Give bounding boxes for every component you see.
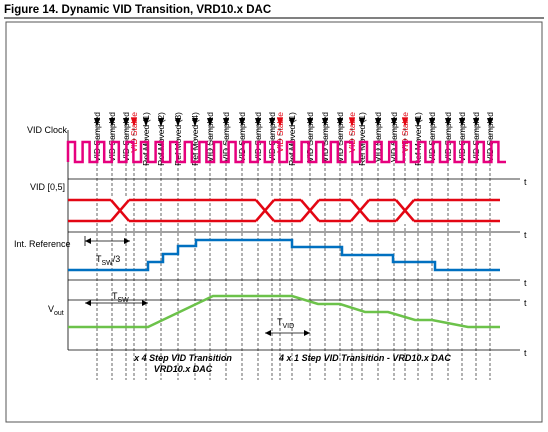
column-arrow	[359, 118, 365, 127]
column-arrow	[143, 118, 149, 127]
column-label: VID Sampled	[237, 112, 247, 162]
clock-label: VID Clock	[27, 125, 68, 135]
column-label: VID Sampled	[373, 112, 383, 162]
column-label: VID Sampled	[335, 112, 345, 162]
tsw-label: TSW	[112, 291, 129, 304]
vid-cross	[110, 199, 415, 222]
vid-lines	[68, 198, 500, 223]
column-arrow	[289, 118, 295, 127]
column-arrow	[391, 118, 397, 127]
column-arrow	[307, 118, 313, 127]
left-caption-1: x 4 Step VID Transition	[133, 353, 232, 363]
tvid-main: T	[277, 317, 283, 327]
column-label: VID Sampled	[320, 112, 330, 162]
time-label: t	[524, 278, 527, 288]
column-label: VID Sampled	[389, 112, 399, 162]
column-label: VID Sampled	[92, 112, 102, 162]
column-arrow	[429, 118, 435, 127]
column-label: VID Sampled	[253, 112, 263, 162]
figure-title: Figure 14. Dynamic VID Transition, VRD10…	[4, 4, 271, 16]
column-arrow	[487, 118, 493, 127]
column-arrow	[158, 118, 164, 127]
column-arrow	[402, 118, 408, 127]
column-arrow	[445, 118, 451, 127]
column-label: VID Stable	[275, 112, 285, 153]
column-arrow	[192, 118, 198, 127]
column-arrow	[349, 118, 355, 127]
vout-main: V	[48, 304, 54, 314]
column-arrow	[277, 118, 283, 127]
column-label: VID Stable	[400, 112, 410, 153]
column-label: VID Sampled	[427, 112, 437, 162]
tsw-sub: SW	[118, 297, 130, 304]
vout-label: Vout	[48, 304, 64, 317]
column-label: VID Sampled	[267, 112, 277, 162]
frame	[5, 21, 543, 423]
column-arrow	[131, 118, 137, 127]
column-label: VID Sampled	[107, 112, 117, 162]
column-label: VID Stable	[347, 112, 357, 153]
column-arrow	[375, 118, 381, 127]
column-label: VID Sampled	[471, 112, 481, 162]
reference-wave	[68, 238, 500, 272]
column-arrow	[415, 118, 421, 127]
tvid-label: TVID	[277, 317, 294, 330]
column-label: VID Sampled	[485, 112, 495, 162]
reference-label: Int. Reference	[14, 239, 71, 249]
tsw-main: T	[112, 291, 118, 301]
vout-sub: out	[54, 310, 64, 317]
tsw3-suffix: /3	[113, 254, 121, 264]
tsw3-label: TSW/3	[96, 254, 120, 267]
tsw3-main: T	[96, 254, 102, 264]
time-label: t	[524, 298, 527, 308]
column-label: VID Sampled	[221, 112, 231, 162]
column-label: VID Sampled	[305, 112, 315, 162]
vid-label: VID [0,5]	[30, 182, 65, 192]
column-arrow	[175, 118, 181, 127]
time-label: t	[524, 177, 527, 187]
column-arrow	[207, 118, 213, 127]
right-caption: 4 x 1 Step VID Transition - VRD10.x DAC	[278, 353, 451, 363]
column-label: VID Sampled	[457, 112, 467, 162]
clock-wave	[66, 140, 506, 164]
column-label: VID Sampled	[205, 112, 215, 162]
tvid-sub: VID	[283, 323, 295, 330]
column-arrow	[123, 118, 129, 127]
column-label: VID Sampled	[443, 112, 453, 162]
column-arrow	[473, 118, 479, 127]
time-label: t	[524, 230, 527, 240]
column-arrow	[459, 118, 465, 127]
column-arrow	[337, 118, 343, 127]
column-arrow	[255, 118, 261, 127]
time-label: t	[524, 348, 527, 358]
column-arrow	[94, 118, 100, 127]
column-arrow	[223, 118, 229, 127]
left-caption-2: VRD10.x DAC	[154, 364, 213, 374]
column-arrow	[322, 118, 328, 127]
column-arrow	[239, 118, 245, 127]
column-label: VID Sampled	[121, 112, 131, 162]
vout-wave	[68, 294, 500, 329]
column-arrow	[269, 118, 275, 127]
tsw3-sub: SW	[102, 260, 114, 267]
column-arrow	[109, 118, 115, 127]
column-label: VID Stable	[129, 112, 139, 153]
